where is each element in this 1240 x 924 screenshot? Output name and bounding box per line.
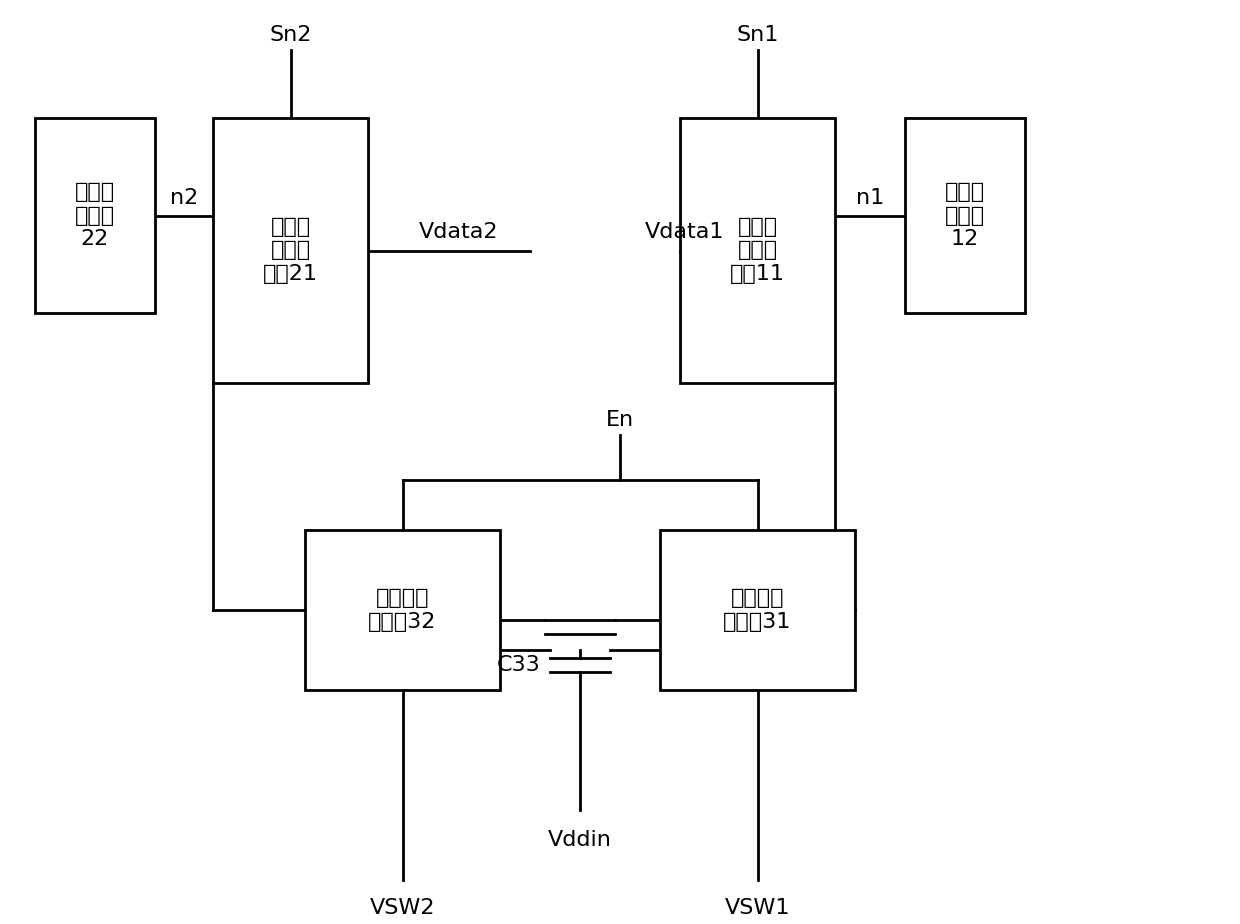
- Text: n2: n2: [170, 188, 198, 208]
- Bar: [213, 118, 368, 383]
- Text: VSW1: VSW1: [724, 898, 790, 918]
- Bar: [35, 118, 155, 313]
- Text: 第二发
光单元
22: 第二发 光单元 22: [74, 182, 115, 249]
- Text: 第一发
光单元
12: 第一发 光单元 12: [945, 182, 985, 249]
- Text: Vdata2: Vdata2: [419, 223, 498, 242]
- Text: Vdata1: Vdata1: [645, 223, 724, 242]
- Text: C33: C33: [496, 655, 539, 675]
- Text: VSW2: VSW2: [370, 898, 435, 918]
- Bar: [305, 530, 500, 690]
- Text: 第二补偿
子单元32: 第二补偿 子单元32: [368, 589, 436, 632]
- Text: En: En: [606, 410, 634, 430]
- Bar: [905, 118, 1025, 313]
- Text: 第一补偿
子单元31: 第一补偿 子单元31: [723, 589, 791, 632]
- Text: Sn2: Sn2: [269, 25, 311, 45]
- Bar: [660, 530, 856, 690]
- Bar: [680, 118, 835, 383]
- Text: Vddin: Vddin: [548, 830, 611, 850]
- Text: 第一数
据写入
单元11: 第一数 据写入 单元11: [730, 217, 785, 284]
- Text: 第二数
据写入
单元21: 第二数 据写入 单元21: [263, 217, 317, 284]
- Text: Sn1: Sn1: [737, 25, 779, 45]
- Text: n1: n1: [856, 188, 884, 208]
